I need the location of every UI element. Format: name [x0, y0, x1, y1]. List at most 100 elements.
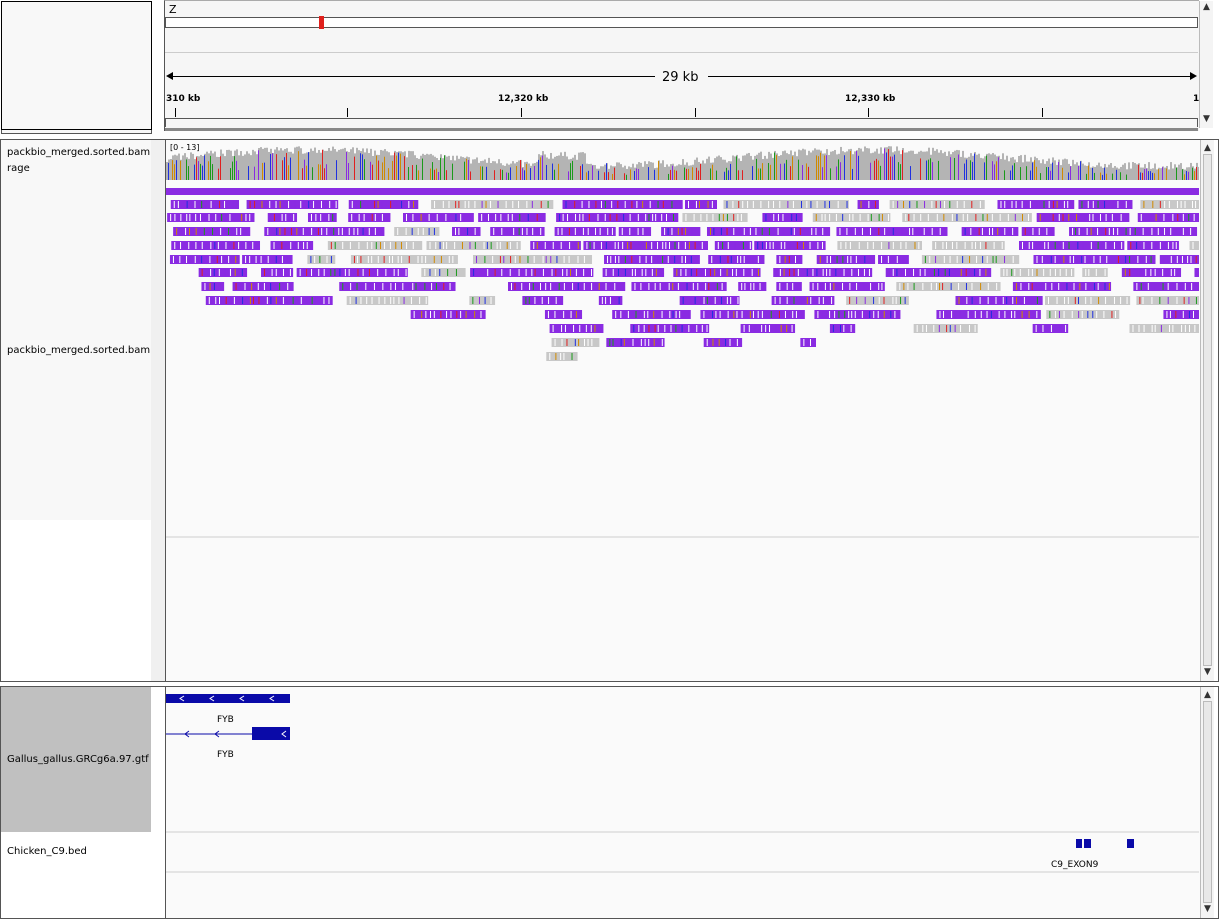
alignment-read: [1129, 324, 1199, 333]
read-mismatch: [735, 269, 737, 276]
feature-scrollbar[interactable]: ▲ ▼: [1200, 687, 1214, 918]
read-mismatch: [669, 242, 671, 249]
read-mismatch: [868, 201, 870, 208]
alignment-canvas[interactable]: [0 - 13]: [166, 140, 1199, 681]
scroll-thumb[interactable]: [1203, 154, 1212, 666]
read-mismatch: [1189, 325, 1191, 332]
scroll-down-icon[interactable]: ▼: [1204, 667, 1211, 677]
read-mismatch: [787, 201, 789, 208]
coverage-bar: [1164, 167, 1166, 180]
read-mismatch: [661, 214, 663, 221]
header-scrollbar[interactable]: ▲ ▼: [1199, 1, 1213, 128]
coverage-mismatch-bar: [1026, 166, 1027, 180]
read-mismatch: [717, 242, 719, 249]
strand-arrow-icon: [184, 730, 220, 738]
read-mismatch: [648, 325, 650, 332]
scroll-thumb[interactable]: [1203, 701, 1212, 903]
coverage-track-name-wrap[interactable]: rage: [7, 163, 30, 174]
bed-track-name[interactable]: Chicken_C9.bed: [7, 846, 87, 857]
coverage-mismatch-bar: [540, 157, 541, 180]
read-mismatch: [1078, 228, 1080, 235]
ideogram-region-marker[interactable]: [319, 16, 324, 29]
read-mismatch: [722, 214, 724, 221]
coverage-mismatch-bar: [1148, 171, 1149, 180]
chromosome-ideogram[interactable]: [165, 16, 1198, 29]
coverage-bar: [622, 167, 624, 180]
read-mismatch: [1129, 256, 1131, 263]
read-mismatch: [1014, 311, 1016, 318]
scroll-up-icon[interactable]: ▲: [1203, 2, 1210, 12]
coverage-mismatch-bar: [412, 165, 413, 180]
coverage-mismatch-bar: [608, 172, 609, 180]
coverage-mismatch-bar: [1112, 173, 1113, 180]
feature-canvas[interactable]: [166, 687, 1199, 918]
alignment-track-name[interactable]: packbio_merged.sorted.bam: [7, 345, 151, 356]
read-mismatch: [578, 201, 580, 208]
read-mismatch: [881, 214, 883, 221]
coverage-mismatch-bar: [710, 168, 711, 180]
read-mismatch: [786, 297, 788, 304]
read-mismatch: [757, 256, 759, 263]
scroll-down-icon[interactable]: ▼: [1204, 904, 1211, 914]
read-mismatch: [629, 228, 631, 235]
scroll-up-icon[interactable]: ▲: [1204, 143, 1211, 153]
scroll-up-icon[interactable]: ▲: [1204, 690, 1211, 700]
coverage-bar: [650, 162, 652, 180]
read-mismatch: [1132, 325, 1134, 332]
coverage-mismatch-bar: [850, 150, 851, 180]
read-mismatch: [1151, 297, 1153, 304]
read-mismatch: [212, 228, 214, 235]
coverage-bar: [350, 149, 352, 180]
coverage-bar: [794, 151, 796, 180]
feature-tracks-area[interactable]: FYB FYB C9_EXON9: [165, 687, 1200, 918]
read-mismatch: [916, 201, 918, 208]
read-mismatch: [1000, 201, 1002, 208]
coverage-mismatch-bar: [700, 163, 701, 180]
data-scrollbar[interactable]: ▲ ▼: [1200, 140, 1214, 681]
gtf-track-name-box[interactable]: Gallus_gallus.GRCg6a.97.gtf: [1, 687, 151, 832]
alignment-read: [350, 255, 458, 264]
alignment-read: [961, 227, 1019, 236]
read-mismatch: [394, 283, 396, 290]
read-mismatch: [241, 269, 243, 276]
coverage-mismatch-bar: [974, 153, 975, 180]
coverage-mismatch-bar: [582, 164, 583, 180]
read-mismatch: [421, 311, 423, 318]
coverage-mismatch-bar: [784, 163, 785, 180]
read-mismatch: [884, 228, 886, 235]
read-mismatch: [511, 214, 513, 221]
coverage-mismatch-bar: [776, 155, 777, 180]
read-mismatch: [566, 339, 568, 346]
read-mismatch: [583, 256, 585, 263]
read-mismatch: [779, 201, 781, 208]
alignment-read: [490, 227, 545, 236]
read-mismatch: [1031, 283, 1033, 290]
coverage-mismatch-bar: [634, 170, 635, 180]
read-mismatch: [657, 325, 659, 332]
coverage-mismatch-bar: [892, 156, 893, 180]
read-mismatch: [532, 283, 534, 290]
read-mismatch: [290, 242, 292, 249]
coverage-bar: [914, 153, 916, 180]
read-mismatch: [533, 256, 535, 263]
read-mismatch: [912, 228, 914, 235]
read-mismatch: [499, 242, 501, 249]
read-mismatch: [709, 269, 711, 276]
coverage-bar: [596, 168, 598, 180]
read-mismatch: [986, 214, 988, 221]
scroll-down-icon[interactable]: ▼: [1203, 114, 1210, 124]
read-mismatch: [1028, 269, 1030, 276]
gtf-track-name[interactable]: Gallus_gallus.GRCg6a.97.gtf: [7, 754, 149, 765]
ruler-area[interactable]: Z 29 kb 310 kb 12,320 kb 12,330 kb 1: [164, 0, 1199, 131]
read-mismatch: [1148, 214, 1150, 221]
data-tracks-area[interactable]: [0 - 13]: [165, 140, 1200, 681]
read-mismatch: [690, 297, 692, 304]
read-mismatch: [557, 228, 559, 235]
read-mismatch: [829, 269, 831, 276]
read-mismatch: [529, 283, 531, 290]
coverage-mismatch-bar: [168, 162, 169, 180]
coverage-mismatch-bar: [836, 166, 837, 180]
coverage-bar: [334, 149, 336, 180]
coverage-track-name[interactable]: packbio_merged.sorted.bam C: [7, 147, 151, 158]
read-mismatch: [210, 242, 212, 249]
